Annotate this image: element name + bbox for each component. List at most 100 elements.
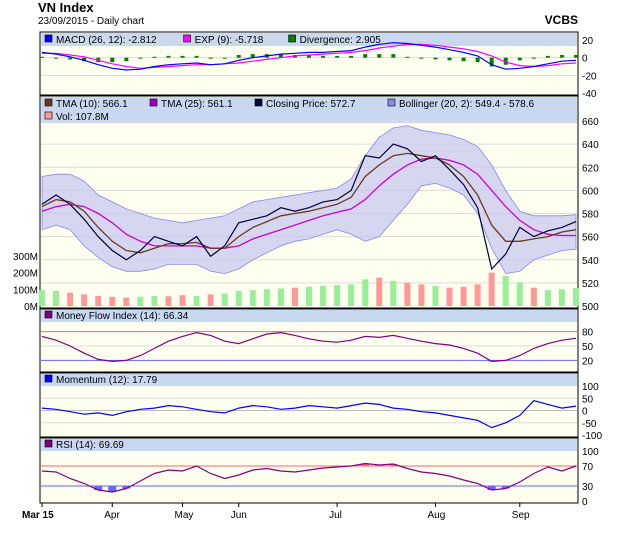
price-tick-label: 520 <box>582 279 599 290</box>
rsi-line <box>41 462 577 493</box>
divergence-bar <box>447 57 452 61</box>
price-tick-label: 560 <box>582 233 599 244</box>
divergence-bar <box>110 57 115 63</box>
volume-bar <box>502 276 509 306</box>
volume-bar <box>151 296 158 306</box>
momentum-legend: Momentum (12): 17.79 <box>44 374 158 386</box>
divergence-bar <box>574 55 578 58</box>
price-tick-label: 540 <box>582 256 599 267</box>
x-axis-months: Mar 15 Apr May Jun Jul Aug Sep <box>22 503 530 521</box>
volume-bar <box>123 297 130 306</box>
legend-label: Money Flow Index (14): 66.34 <box>56 311 189 322</box>
divergence-bar <box>82 57 87 62</box>
divergence-bar <box>180 55 185 58</box>
closing-price-line <box>41 143 577 271</box>
volume-bar <box>221 293 228 306</box>
volume-tick-label: 100M <box>13 285 38 296</box>
mfi-legend: Money Flow Index (14): 66.34 <box>44 310 189 322</box>
legend-swatch <box>183 34 191 43</box>
rsi-oversold <box>122 486 131 489</box>
volume-bar <box>320 286 327 306</box>
divergence-bar <box>321 55 326 58</box>
volume-bar <box>193 296 200 306</box>
macd-tick-label: 0 <box>582 54 588 65</box>
legend-swatch <box>44 439 53 448</box>
volume-bar <box>95 296 102 306</box>
month-label: Sep <box>512 510 530 521</box>
month-label: Mar 15 <box>22 510 54 521</box>
month-label: Jun <box>231 510 247 521</box>
rsi-tick-label: 0 <box>582 497 588 508</box>
volume-bar <box>165 296 172 306</box>
divergence-bar <box>377 54 382 58</box>
divergence-bar <box>250 54 255 58</box>
legend-swatch <box>254 98 263 107</box>
price-tick-label: 640 <box>582 140 599 151</box>
rsi-tick-label: 100 <box>582 447 599 458</box>
divergence-bar <box>307 55 311 58</box>
volume-bar <box>404 282 411 306</box>
volume-bar <box>39 290 45 306</box>
price-legend-row1: TMA (10): 566.1 TMA (25): 561.1 Closing Pr… <box>44 98 535 110</box>
volume-bar <box>348 284 355 306</box>
divergence-bar <box>349 55 354 58</box>
mfi-line <box>41 331 577 363</box>
volume-bar <box>179 295 186 306</box>
momentum-tick-label: 100 <box>582 382 599 393</box>
divergence-bar <box>559 55 564 58</box>
volume-bar <box>530 287 537 306</box>
rsi-overbought <box>389 464 398 466</box>
volume-bar <box>544 290 551 306</box>
volume-bar <box>334 285 341 306</box>
divergence-bar <box>405 56 410 58</box>
legend-label: Momentum (12): 17.79 <box>56 375 158 386</box>
momentum-tick-label: 0 <box>582 407 588 418</box>
volume-bar <box>376 277 383 306</box>
legend-label: Vol: 107.8M <box>56 112 109 123</box>
chart-subtitle: 23/09/2015 - Daily chart <box>38 16 144 27</box>
macd-legend: MACD (26, 12): -2.812 EXP (9): -5.718 Dive… <box>44 34 382 46</box>
plot-area <box>39 42 579 493</box>
volume-tick-label: 0M <box>24 302 38 313</box>
volume-bar <box>291 287 298 306</box>
exp-line <box>42 43 577 69</box>
momentum-tick-label: -50 <box>582 419 597 430</box>
volume-bar <box>109 296 116 306</box>
rsi-legend: RSI (14): 69.69 <box>44 439 124 451</box>
legend-label: Bollinger (20, 2): 549.4 - 578.6 <box>399 99 535 110</box>
volume-bar <box>306 286 312 306</box>
legend-label: Divergence: 2.905 <box>300 35 382 46</box>
legend-swatch <box>44 98 53 107</box>
price-legend-band <box>41 97 577 123</box>
divergence-bar <box>208 57 213 59</box>
mfi-tick-label: 50 <box>582 342 594 353</box>
divergence-bar <box>222 57 227 59</box>
month-label: Jul <box>329 510 342 521</box>
divergence-bar <box>194 55 199 58</box>
volume-bar <box>573 288 579 306</box>
volume-bar <box>235 291 242 306</box>
rsi-tick-label: 30 <box>582 482 594 493</box>
volume-bar <box>81 294 88 306</box>
price-tick-label: 500 <box>582 302 599 313</box>
legend-swatch <box>44 374 53 383</box>
volume-bar <box>446 287 453 306</box>
volume-bar <box>432 286 439 306</box>
divergence-bar <box>531 57 536 59</box>
chart-title: VN Index <box>38 0 94 15</box>
divergence-bar <box>545 55 550 58</box>
volume-bar <box>488 272 495 306</box>
momentum-tick-label: 50 <box>582 394 594 405</box>
rsi-oversold <box>487 486 496 490</box>
divergence-bar <box>489 57 494 67</box>
month-label: May <box>175 510 194 521</box>
legend-swatch <box>288 34 296 43</box>
macd-tick-label: -40 <box>582 89 597 100</box>
divergence-bar <box>461 57 466 62</box>
price-tick-label: 580 <box>582 210 599 221</box>
divergence-bar <box>419 57 424 59</box>
divergence-bar <box>68 57 73 60</box>
legend-swatch <box>149 98 158 107</box>
volume-bar <box>516 282 523 306</box>
